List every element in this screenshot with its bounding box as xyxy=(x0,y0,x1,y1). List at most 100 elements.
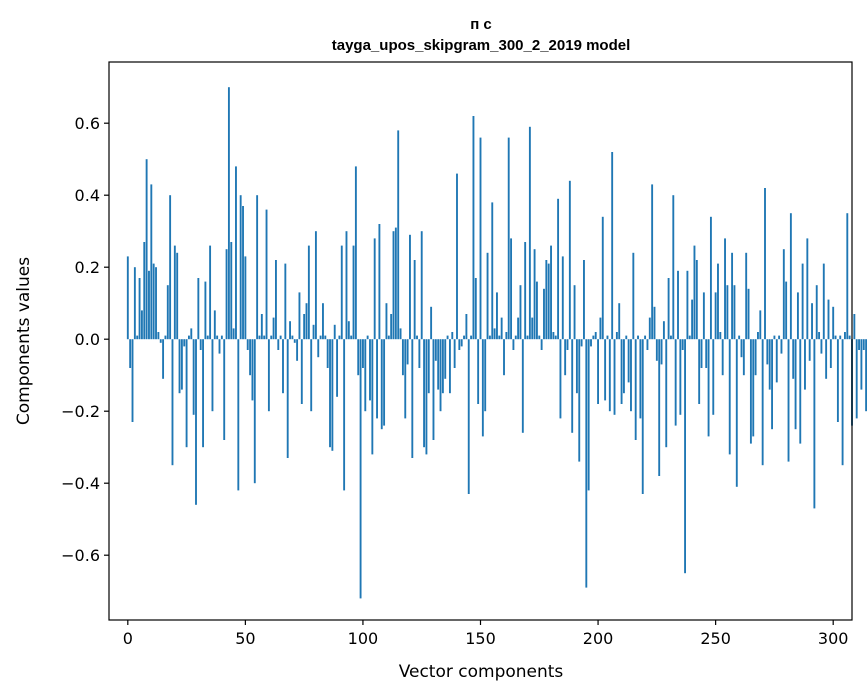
bar-52 xyxy=(249,339,252,376)
bar-270 xyxy=(761,339,764,466)
bar-94 xyxy=(347,321,350,340)
bar-199 xyxy=(594,332,597,340)
bar-255 xyxy=(726,285,729,340)
bar-132 xyxy=(437,339,440,390)
bar-190 xyxy=(573,285,576,340)
bar-282 xyxy=(789,213,792,340)
bar-286 xyxy=(799,339,802,444)
bar-238 xyxy=(686,270,689,340)
bar-248 xyxy=(709,216,712,340)
bar-285 xyxy=(796,292,799,340)
bar-152 xyxy=(484,339,487,412)
x-tick-label: 300 xyxy=(818,629,849,648)
chart-title-line2: tayga_upos_skipgram_300_2_2019 model xyxy=(332,37,631,54)
bar-195 xyxy=(585,339,588,588)
bar-223 xyxy=(651,184,654,340)
bar-44 xyxy=(230,242,233,340)
bar-111 xyxy=(387,335,390,340)
bar-4 xyxy=(136,335,139,340)
bar-247 xyxy=(707,339,710,437)
bar-60 xyxy=(267,339,270,412)
bar-129 xyxy=(430,306,433,340)
bar-112 xyxy=(390,314,393,340)
bar-208 xyxy=(615,332,618,340)
bar-109 xyxy=(383,339,386,426)
bar-24 xyxy=(183,339,186,347)
bar-143 xyxy=(463,335,465,340)
bar-35 xyxy=(209,245,212,340)
bar-241 xyxy=(693,245,696,340)
bar-75 xyxy=(303,314,306,340)
bar-95 xyxy=(350,335,353,340)
bar-125 xyxy=(420,231,423,340)
bar-40 xyxy=(220,335,223,340)
bar-106 xyxy=(376,339,378,419)
bar-240 xyxy=(691,299,694,340)
bar-98 xyxy=(357,339,360,376)
bar-197 xyxy=(590,339,592,347)
bar-97 xyxy=(354,166,357,340)
bar-233 xyxy=(674,339,677,426)
bar-126 xyxy=(423,339,426,448)
bar-102 xyxy=(366,335,369,340)
bar-114 xyxy=(394,227,397,340)
bar-278 xyxy=(780,339,783,354)
bar-158 xyxy=(498,335,501,340)
x-tick-label: 150 xyxy=(465,629,496,648)
bar-50 xyxy=(244,256,247,340)
bar-253 xyxy=(721,339,724,376)
bar-212 xyxy=(625,335,628,340)
bar-314 xyxy=(865,339,867,412)
bar-138 xyxy=(451,332,454,340)
x-axis-label: Vector components xyxy=(399,662,564,682)
bar-141 xyxy=(458,339,461,350)
bar-157 xyxy=(496,292,498,340)
bar-1 xyxy=(129,339,132,368)
bar-7 xyxy=(143,242,146,340)
bar-218 xyxy=(639,339,642,419)
bar-207 xyxy=(613,339,616,415)
bar-201 xyxy=(599,317,602,340)
bar-177 xyxy=(543,288,545,340)
bar-182 xyxy=(554,335,557,340)
y-tick-label: −0.2 xyxy=(61,402,100,421)
bar-0 xyxy=(126,256,129,340)
bar-191 xyxy=(575,339,578,394)
bar-88 xyxy=(333,324,336,340)
bar-15 xyxy=(162,339,165,379)
bar-42 xyxy=(225,249,228,340)
bar-58 xyxy=(263,335,266,340)
bar-6 xyxy=(140,310,143,340)
bar-206 xyxy=(611,152,614,340)
bar-211 xyxy=(622,339,625,394)
bar-228 xyxy=(662,321,665,340)
bar-21 xyxy=(176,252,179,340)
bar-156 xyxy=(493,328,496,340)
bar-183 xyxy=(557,198,560,340)
y-tick-label: 0.0 xyxy=(75,330,100,349)
bar-217 xyxy=(637,335,639,340)
bar-140 xyxy=(456,173,458,340)
bar-107 xyxy=(378,224,381,340)
bar-244 xyxy=(700,339,703,368)
y-tick-label: 0.4 xyxy=(75,186,100,205)
bar-20 xyxy=(173,245,176,340)
bar-104 xyxy=(371,339,374,455)
bar-113 xyxy=(392,231,395,340)
bar-205 xyxy=(608,339,611,412)
bar-99 xyxy=(359,339,362,599)
bar-148 xyxy=(474,278,477,340)
bar-196 xyxy=(587,339,590,491)
bar-245 xyxy=(702,292,705,340)
bar-78 xyxy=(310,339,313,412)
bar-239 xyxy=(688,335,691,340)
bar-163 xyxy=(510,238,513,340)
bar-168 xyxy=(521,339,524,433)
bar-117 xyxy=(401,339,404,376)
bar-135 xyxy=(444,339,447,379)
bar-260 xyxy=(738,335,741,340)
bar-122 xyxy=(413,260,416,340)
bar-63 xyxy=(275,260,277,340)
bar-65 xyxy=(279,335,282,340)
bar-136 xyxy=(446,335,449,340)
